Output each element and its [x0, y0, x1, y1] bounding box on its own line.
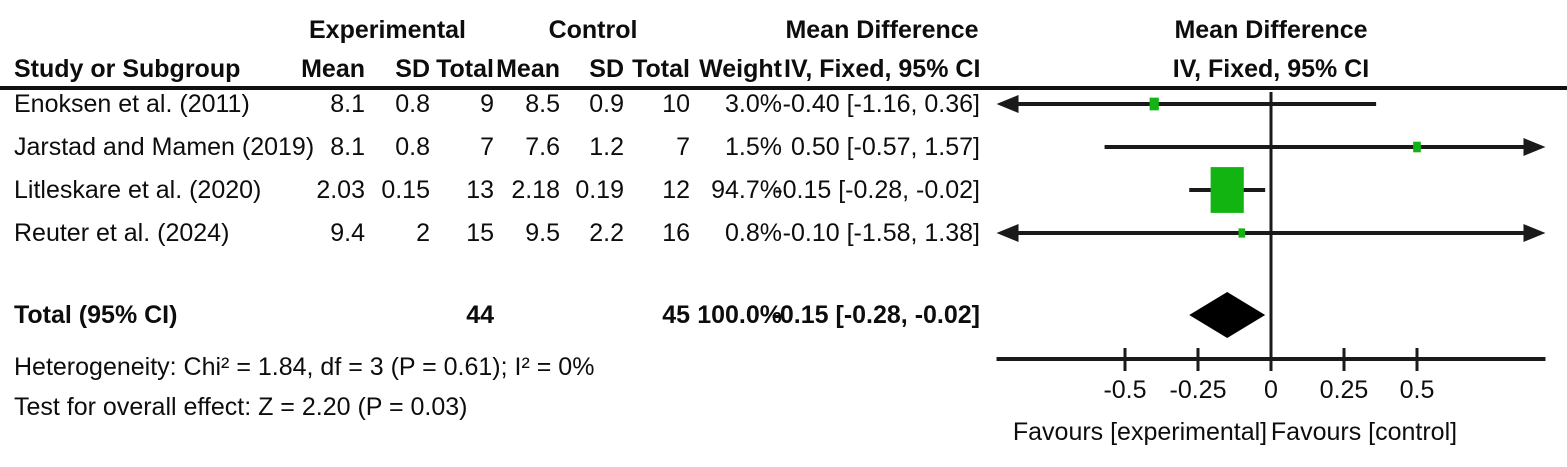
mean-ctl: 9.5	[525, 219, 560, 247]
mean-exp: 2.03	[316, 176, 365, 204]
sd-ctl: 2.2	[589, 219, 624, 247]
col-header-ci-table: IV, Fixed, 95% CI	[784, 55, 981, 83]
heterogeneity-text: Heterogeneity: Chi² = 1.84, df = 3 (P = …	[14, 353, 595, 381]
axis-tick-label: -0.25	[1169, 376, 1227, 404]
sd-ctl: 1.2	[589, 133, 624, 161]
col-header-sd-exp: SD	[395, 55, 430, 83]
total-exp: 7	[480, 133, 494, 161]
overall-effect-text: Test for overall effect: Z = 2.20 (P = 0…	[14, 393, 468, 421]
total-weight: 100.0%	[697, 301, 782, 329]
sd-exp: 2	[416, 219, 430, 247]
sd-ctl: 0.19	[575, 176, 624, 204]
arrow-right-icon	[1523, 224, 1546, 242]
total-exp: 15	[466, 219, 494, 247]
axis-tick-label: 0.25	[1319, 376, 1369, 404]
total-ctl: 7	[676, 133, 690, 161]
group-header-mean-difference-table: Mean Difference	[785, 16, 979, 44]
axis-tick-label: 0	[1264, 376, 1278, 404]
sd-exp: 0.8	[395, 133, 430, 161]
col-header-weight: Weight	[699, 55, 782, 83]
arrow-left-icon	[996, 95, 1019, 113]
col-header-ci-plot: IV, Fixed, 95% CI	[1172, 55, 1370, 83]
weight: 3.0%	[725, 90, 782, 118]
arrow-left-icon	[996, 224, 1019, 242]
col-header-sd-ctl: SD	[589, 55, 624, 83]
weight: 1.5%	[725, 133, 782, 161]
axis-tick-label: -0.5	[1103, 376, 1147, 404]
sd-exp: 0.15	[381, 176, 430, 204]
total-ctl: 16	[662, 219, 690, 247]
mean-exp: 8.1	[330, 90, 365, 118]
total-ctl-sum: 45	[662, 301, 690, 329]
col-header-mean-exp: Mean	[301, 55, 365, 83]
ci-value: -0.15 [-0.28, -0.02]	[774, 176, 980, 204]
mean-exp: 8.1	[330, 133, 365, 161]
pooled-diamond	[1189, 292, 1266, 338]
weight: 94.7%	[711, 176, 782, 204]
col-header-mean-ctl: Mean	[496, 55, 560, 83]
group-header-mean-difference-plot: Mean Difference	[1174, 16, 1368, 44]
study-name: Enoksen et al. (2011)	[14, 90, 250, 118]
total-label: Total (95% CI)	[14, 301, 178, 329]
col-header-total-exp: Total	[436, 55, 494, 83]
group-header-control: Control	[548, 16, 638, 44]
favours-experimental-label: Favours [experimental]	[1012, 418, 1268, 446]
group-header-experimental: Experimental	[308, 16, 466, 44]
effect-marker	[1149, 97, 1159, 111]
mean-ctl: 2.18	[511, 176, 560, 204]
mean-ctl: 8.5	[525, 90, 560, 118]
weight: 0.8%	[725, 219, 782, 247]
effect-marker	[1413, 141, 1421, 153]
header-divider-line	[0, 86, 1567, 90]
effect-marker	[1210, 167, 1244, 213]
mean-ctl: 7.6	[525, 133, 560, 161]
total-ctl: 12	[662, 176, 690, 204]
ci-value: -0.10 [-1.58, 1.38]	[782, 219, 980, 247]
favours-control-label: Favours [control]	[1270, 418, 1458, 446]
total-exp-sum: 44	[466, 301, 494, 329]
ci-value: -0.40 [-1.16, 0.36]	[782, 90, 980, 118]
study-name: Jarstad and Mamen (2019)	[14, 133, 315, 161]
axis-tick-label: 0.5	[1399, 376, 1435, 404]
study-name: Reuter et al. (2024)	[14, 219, 230, 247]
study-name: Litleskare et al. (2020)	[14, 176, 262, 204]
sd-exp: 0.8	[395, 90, 430, 118]
arrow-right-icon	[1523, 138, 1546, 156]
total-ci-value: -0.15 [-0.28, -0.02]	[771, 301, 980, 329]
effect-marker	[1238, 228, 1246, 238]
total-ctl: 10	[662, 90, 690, 118]
sd-ctl: 0.9	[589, 90, 624, 118]
col-header-study: Study or Subgroup	[14, 55, 241, 83]
ci-value: 0.50 [-0.57, 1.57]	[790, 133, 980, 161]
mean-exp: 9.4	[330, 219, 365, 247]
total-exp: 9	[480, 90, 494, 118]
col-header-total-ctl: Total	[632, 55, 690, 83]
total-exp: 13	[466, 176, 494, 204]
